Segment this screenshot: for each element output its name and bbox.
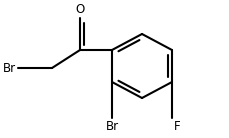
Text: Br: Br: [105, 120, 118, 133]
Text: F: F: [173, 120, 180, 133]
Text: Br: Br: [3, 62, 16, 75]
Text: O: O: [75, 3, 84, 16]
